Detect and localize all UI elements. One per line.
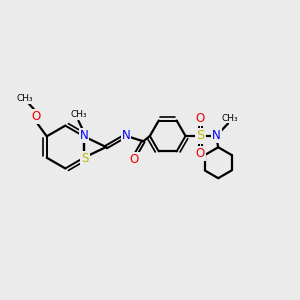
Text: O: O xyxy=(196,147,205,160)
Text: S: S xyxy=(81,152,89,165)
Text: O: O xyxy=(130,153,139,166)
Text: O: O xyxy=(196,112,205,125)
Text: N: N xyxy=(122,129,130,142)
Text: CH₃: CH₃ xyxy=(71,110,87,119)
Text: N: N xyxy=(80,129,88,142)
Text: O: O xyxy=(32,110,41,123)
Text: CH₃: CH₃ xyxy=(17,94,33,103)
Text: S: S xyxy=(196,130,205,142)
Text: CH₃: CH₃ xyxy=(221,114,238,123)
Text: N: N xyxy=(212,129,221,142)
